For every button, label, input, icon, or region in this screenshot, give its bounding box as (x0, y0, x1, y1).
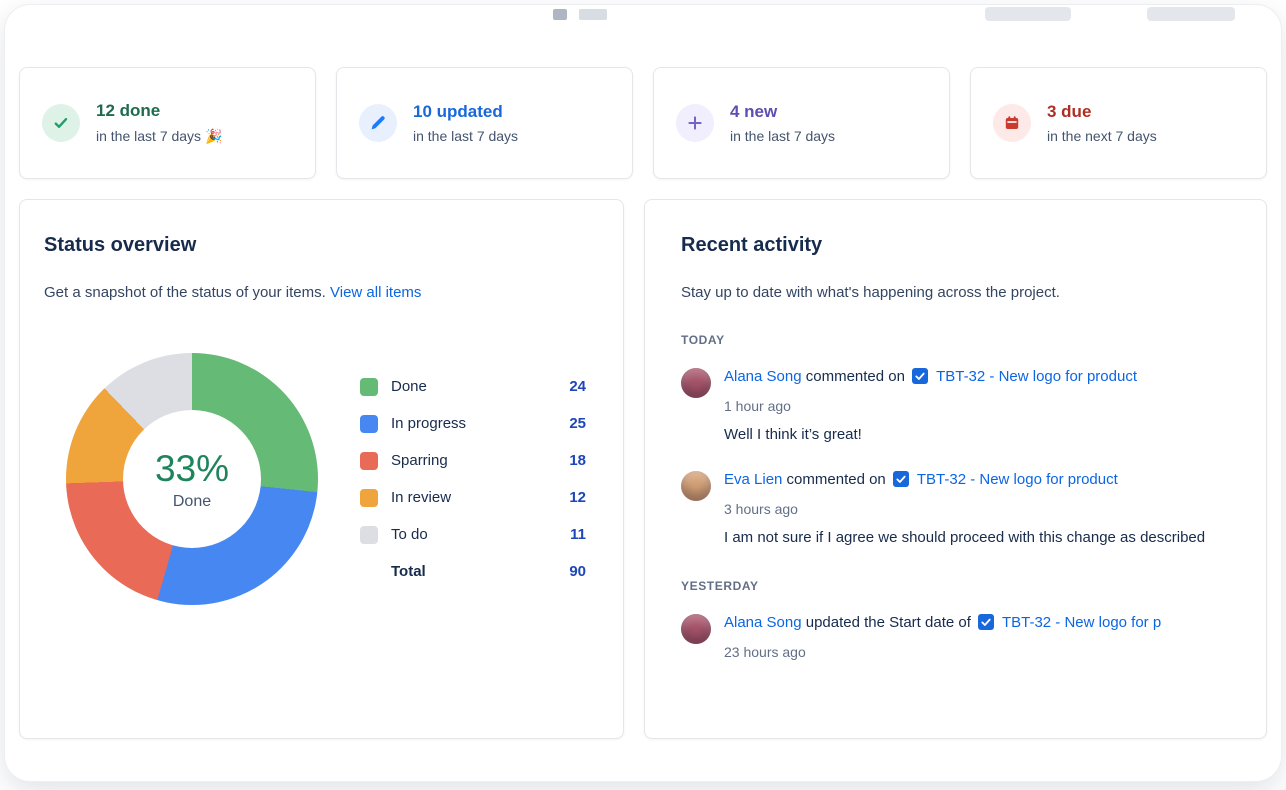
legend-row-sparring[interactable]: Sparring 18 (360, 451, 586, 470)
issue-link[interactable]: TBT-32 - New logo for p (1001, 613, 1162, 631)
cropped-ui-fragment (985, 7, 1071, 21)
legend-swatch (360, 525, 378, 544)
activity-item-body: Alana Song commented on TBT-32 - New log… (724, 366, 1236, 446)
legend-swatch (360, 377, 378, 396)
legend-value: 11 (570, 526, 586, 543)
legend-value: 25 (569, 415, 586, 432)
legend-total-value: 90 (569, 563, 586, 580)
legend-label: Sparring (391, 452, 448, 469)
legend-row-in-progress[interactable]: In progress 25 (360, 414, 586, 433)
stat-card-text: 12 done in the last 7 days 🎉 (96, 101, 222, 144)
stat-card-new[interactable]: 4 new in the last 7 days (653, 67, 950, 179)
activity-line: Alana Song commented on TBT-32 - New log… (724, 366, 1236, 390)
stat-subtitle: in the last 7 days (730, 128, 836, 145)
legend-row-done[interactable]: Done 24 (360, 377, 586, 396)
avatar[interactable] (681, 470, 711, 501)
status-donut[interactable]: 33% Done (66, 353, 318, 605)
activity-item: Alana Song commented on TBT-32 - New log… (681, 366, 1236, 446)
avatar[interactable] (681, 368, 711, 398)
legend-label: In review (391, 489, 452, 506)
stat-card-text: 3 due in the next 7 days (1047, 102, 1157, 144)
activity-line: Alana Song updated the Start date of TBT… (724, 612, 1236, 636)
activity-action: commented on (805, 368, 905, 385)
cropped-ui-fragment (579, 9, 607, 20)
legend-value: 18 (569, 452, 586, 469)
activity-timestamp: 3 hours ago (724, 500, 798, 517)
activity-timestamp: 23 hours ago (724, 643, 806, 660)
stat-subtitle: in the last 7 days 🎉 (96, 127, 223, 144)
view-all-items-link[interactable]: View all items (330, 284, 422, 301)
stat-card-done[interactable]: 12 done in the last 7 days 🎉 (19, 67, 316, 179)
issue-link[interactable]: TBT-32 - New logo for product (916, 470, 1118, 488)
activity-timestamp: 1 hour ago (724, 398, 791, 414)
stat-card-due[interactable]: 3 due in the next 7 days (970, 67, 1267, 179)
activity-group-label-yesterday: YESTERDAY (681, 578, 759, 593)
donut-percent-label: Done (172, 492, 212, 510)
pencil-icon (359, 104, 397, 142)
legend-row-total: Total 90 (360, 563, 586, 581)
donut-percent: 33% (154, 447, 230, 489)
status-overview-card: Status overview Get a snapshot of the st… (19, 199, 624, 739)
task-type-icon (892, 470, 909, 493)
task-type-icon (978, 613, 995, 636)
stat-count-label: 12 done (96, 101, 161, 121)
recent-activity-description: Stay up to date with what's happening ac… (681, 284, 1060, 301)
stat-card-text: 10 updated in the last 7 days (413, 102, 518, 144)
legend-row-to-do[interactable]: To do 11 (360, 525, 586, 544)
activity-item: Eva Lien commented on TBT-32 - New logo … (681, 469, 1236, 549)
legend-total-label: Total (391, 563, 426, 580)
donut-center: 33% Done (123, 410, 261, 548)
stat-subtitle: in the next 7 days (1047, 128, 1157, 145)
user-link[interactable]: Alana Song (724, 613, 802, 631)
user-link[interactable]: Eva Lien (724, 470, 783, 488)
legend-swatch (360, 414, 378, 433)
activity-item-body: Alana Song updated the Start date of TBT… (724, 612, 1236, 660)
status-overview-description-text: Get a snapshot of the status of your ite… (44, 284, 326, 301)
legend-value: 24 (569, 378, 586, 395)
legend-label: To do (391, 526, 428, 543)
cropped-ui-fragment (553, 9, 567, 20)
activity-action: updated the Start date of (805, 613, 971, 631)
activity-comment: Well I think it’s great! (724, 426, 862, 443)
recent-activity-title: Recent activity (681, 234, 823, 256)
stat-subtitle: in the last 7 days (413, 128, 519, 145)
main-panels-row: Status overview Get a snapshot of the st… (13, 199, 1273, 739)
activity-comment: I am not sure if I agree we should proce… (724, 528, 1206, 546)
status-overview-description: Get a snapshot of the status of your ite… (44, 284, 599, 301)
status-legend: Done 24 In progress 25 Sparring 18 (360, 377, 586, 581)
legend-swatch (360, 451, 378, 470)
stat-count-label: 4 new (730, 101, 778, 121)
calendar-icon (993, 104, 1031, 142)
legend-row-in-review[interactable]: In review 12 (360, 488, 586, 507)
task-type-icon (912, 368, 929, 390)
project-overview-page: 12 done in the last 7 days 🎉 10 updated … (4, 4, 1282, 782)
user-link[interactable]: Alana Song (724, 368, 802, 385)
activity-item: Alana Song updated the Start date of TBT… (681, 612, 1236, 660)
activity-line: Eva Lien commented on TBT-32 - New logo … (724, 469, 1236, 493)
legend-swatch (360, 488, 378, 507)
plus-icon (676, 104, 714, 142)
stat-card-text: 4 new in the last 7 days (730, 102, 835, 144)
avatar[interactable] (681, 613, 711, 644)
check-icon (42, 104, 80, 142)
activity-group-label-today: TODAY (681, 333, 725, 347)
stat-count-label: 3 due (1047, 101, 1092, 121)
activity-item-body: Eva Lien commented on TBT-32 - New logo … (724, 469, 1236, 549)
recent-activity-card: Recent activity Stay up to date with wha… (644, 199, 1267, 739)
cropped-ui-fragment (1147, 7, 1235, 21)
stat-count-label: 10 updated (413, 101, 503, 121)
legend-value: 12 (569, 489, 586, 506)
activity-action: commented on (786, 470, 886, 488)
legend-label: In progress (391, 415, 467, 432)
summary-cards-row: 12 done in the last 7 days 🎉 10 updated … (13, 67, 1273, 179)
issue-link[interactable]: TBT-32 - New logo for product (936, 368, 1137, 385)
stat-card-updated[interactable]: 10 updated in the last 7 days (336, 67, 633, 179)
legend-label: Done (391, 378, 427, 395)
status-chart-area: 33% Done Done 24 In progress 25 (44, 353, 599, 605)
status-overview-title: Status overview (44, 234, 197, 256)
